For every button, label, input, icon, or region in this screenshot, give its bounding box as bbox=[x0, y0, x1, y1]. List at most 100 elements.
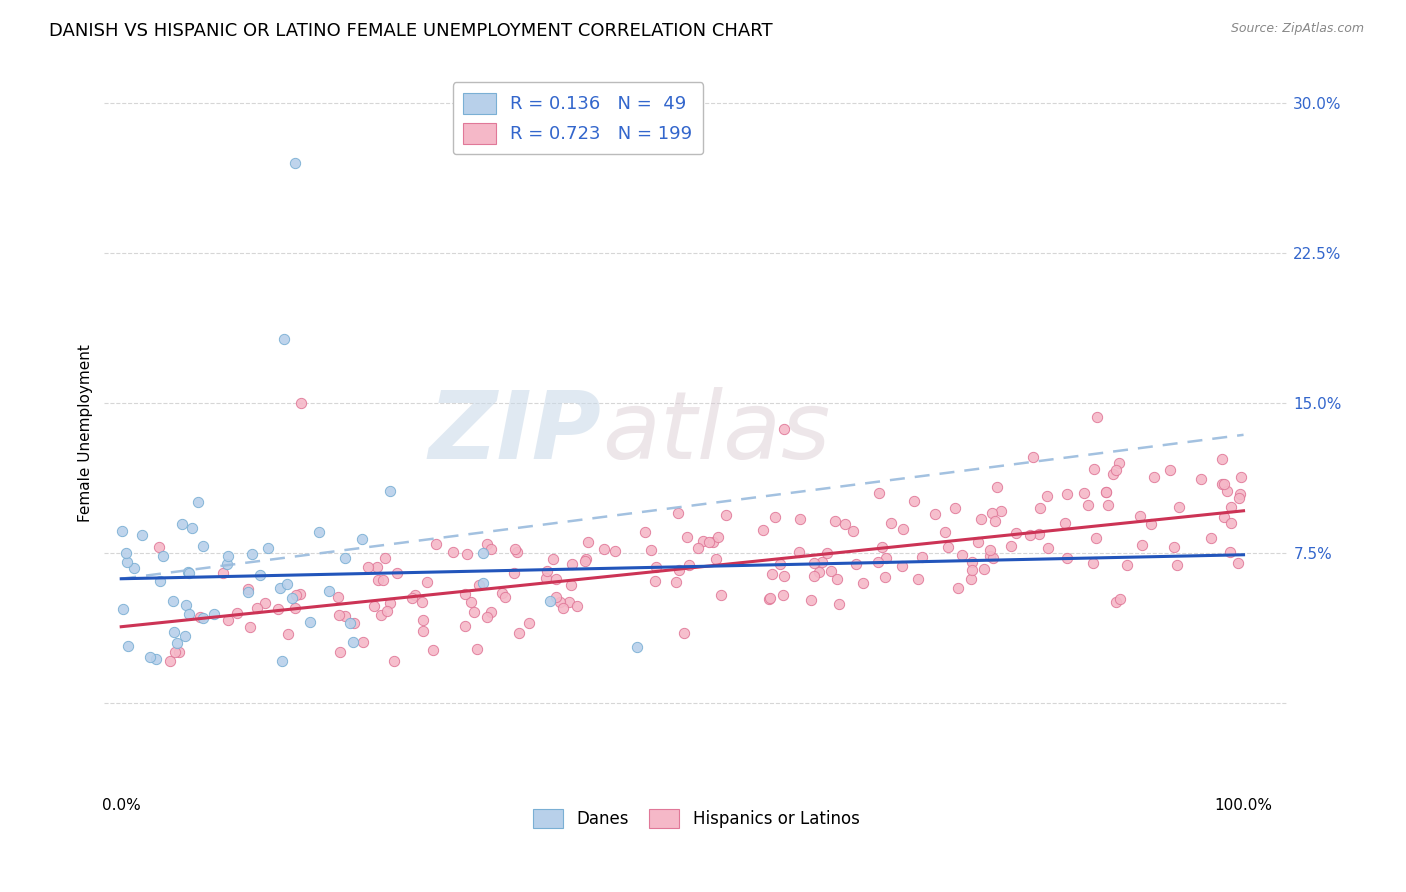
Point bbox=[193, 539, 215, 553]
Point bbox=[385, 566, 408, 581]
Point bbox=[950, 549, 973, 563]
Point bbox=[1101, 467, 1123, 482]
Point bbox=[686, 541, 709, 556]
Text: DANISH VS HISPANIC OR LATINO FEMALE UNEMPLOYMENT CORRELATION CHART: DANISH VS HISPANIC OR LATINO FEMALE UNEM… bbox=[49, 22, 773, 40]
Point bbox=[174, 598, 197, 612]
Point bbox=[236, 585, 259, 599]
Point bbox=[1019, 527, 1042, 541]
Point bbox=[576, 535, 599, 549]
Point bbox=[534, 571, 557, 585]
Point bbox=[1189, 472, 1212, 486]
Point bbox=[139, 650, 162, 665]
Point bbox=[357, 560, 380, 574]
Point bbox=[333, 551, 356, 566]
Point bbox=[714, 508, 737, 523]
Point bbox=[845, 558, 868, 572]
Point bbox=[983, 551, 1005, 566]
Point bbox=[934, 525, 956, 540]
Point bbox=[479, 541, 502, 556]
Point bbox=[1056, 487, 1078, 501]
Legend: Danes, Hispanics or Latinos: Danes, Hispanics or Latinos bbox=[527, 802, 866, 835]
Point bbox=[1036, 541, 1059, 555]
Point bbox=[924, 508, 946, 522]
Point bbox=[984, 514, 1007, 528]
Point bbox=[217, 549, 239, 563]
Point bbox=[891, 558, 914, 573]
Point bbox=[593, 542, 616, 557]
Point bbox=[1035, 489, 1057, 503]
Point bbox=[808, 565, 831, 579]
Point bbox=[970, 512, 993, 526]
Point bbox=[373, 573, 395, 587]
Point bbox=[967, 534, 990, 549]
Point bbox=[240, 547, 263, 561]
Point bbox=[834, 516, 856, 531]
Point bbox=[960, 572, 983, 586]
Point bbox=[460, 595, 482, 609]
Point bbox=[273, 332, 295, 346]
Point bbox=[111, 524, 134, 538]
Point bbox=[1163, 540, 1185, 554]
Point bbox=[290, 396, 312, 410]
Point bbox=[692, 533, 714, 548]
Point bbox=[328, 607, 350, 622]
Point bbox=[441, 544, 464, 558]
Point bbox=[238, 582, 260, 596]
Point bbox=[759, 591, 782, 605]
Point bbox=[339, 616, 361, 631]
Point bbox=[824, 514, 846, 528]
Point bbox=[246, 600, 269, 615]
Point bbox=[181, 521, 204, 535]
Point bbox=[404, 588, 426, 602]
Point bbox=[1028, 526, 1050, 541]
Point bbox=[479, 605, 502, 619]
Point bbox=[868, 486, 890, 500]
Point bbox=[284, 588, 307, 602]
Point bbox=[891, 522, 914, 536]
Point bbox=[350, 533, 373, 547]
Point bbox=[1130, 538, 1153, 552]
Point bbox=[217, 557, 239, 571]
Point bbox=[758, 592, 780, 607]
Point bbox=[114, 546, 136, 560]
Point bbox=[1105, 595, 1128, 609]
Point bbox=[299, 615, 322, 629]
Point bbox=[162, 594, 184, 608]
Point bbox=[773, 569, 796, 583]
Point bbox=[676, 530, 699, 544]
Point bbox=[239, 620, 262, 634]
Point bbox=[257, 541, 280, 555]
Point bbox=[1108, 457, 1130, 471]
Point bbox=[1199, 531, 1222, 545]
Point bbox=[491, 586, 513, 600]
Point bbox=[873, 570, 896, 584]
Point bbox=[699, 535, 721, 549]
Point bbox=[538, 594, 561, 608]
Point bbox=[382, 654, 405, 668]
Point bbox=[163, 625, 186, 640]
Text: atlas: atlas bbox=[602, 387, 830, 478]
Point bbox=[148, 540, 170, 554]
Point bbox=[603, 544, 626, 558]
Point bbox=[825, 572, 848, 586]
Point bbox=[1142, 470, 1164, 484]
Point bbox=[271, 654, 294, 668]
Point bbox=[872, 540, 894, 554]
Point bbox=[1004, 526, 1026, 541]
Point bbox=[111, 602, 134, 616]
Point bbox=[752, 523, 775, 537]
Point bbox=[866, 555, 889, 569]
Point bbox=[284, 156, 307, 170]
Point bbox=[378, 596, 401, 610]
Point bbox=[411, 595, 433, 609]
Point bbox=[472, 546, 495, 560]
Point bbox=[165, 645, 187, 659]
Point bbox=[145, 651, 167, 665]
Point bbox=[353, 634, 375, 648]
Point bbox=[1056, 551, 1078, 566]
Point bbox=[880, 516, 903, 530]
Point bbox=[544, 572, 567, 586]
Point bbox=[773, 422, 796, 436]
Point bbox=[326, 590, 349, 604]
Point bbox=[159, 655, 181, 669]
